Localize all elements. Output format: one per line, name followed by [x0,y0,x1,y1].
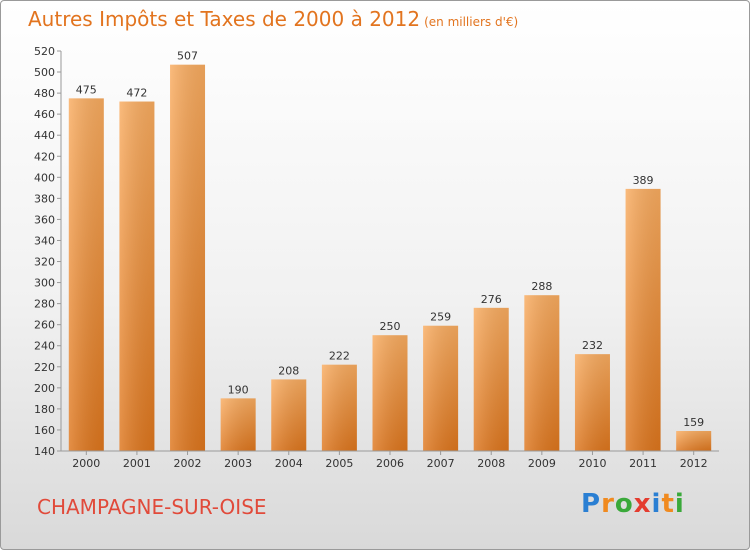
value-label: 250 [380,320,401,333]
x-axis: 2000 2001 2002 2003 2004 2005 2006 2007 2008 2009… [61,450,719,470]
y-tick-label: 440 [34,129,55,142]
bar-shade [119,101,155,452]
y-axis: 140 160 180 200 220 240 260 280 300 320 340 360 380 4… [34,45,62,458]
y-tick-label: 300 [34,277,55,290]
x-tick-label: 2009 [528,457,556,470]
y-tick-label: 200 [34,382,55,395]
bar-shade [574,354,610,451]
x-tick-label: 2003 [224,457,252,470]
x-tick-label: 2001 [123,457,151,470]
value-label: 389 [633,174,654,187]
x-tick-label: 2008 [477,457,505,470]
x-tick-label: 2011 [629,457,657,470]
value-label: 232 [582,339,603,352]
y-tick-label: 360 [34,213,55,226]
bar-shade [220,398,256,451]
y-tick-label: 340 [34,234,55,247]
x-tick-label: 2012 [680,457,708,470]
bar-shade [625,188,661,452]
y-tick-label: 380 [34,192,55,205]
value-label: 507 [177,50,198,63]
bar-shade [676,431,712,451]
value-label: 259 [430,311,451,324]
chart-subtitle: (en milliers d'€) [424,15,519,29]
y-tick-label: 160 [34,424,55,437]
value-label: 472 [126,87,147,100]
value-label: 222 [329,350,350,363]
x-tick-label: 2002 [174,457,202,470]
x-tick-label: 2005 [325,457,353,470]
bar-shade [423,325,459,451]
y-tick-label: 220 [34,361,55,374]
value-label: 208 [278,364,299,377]
logo-letter: P [581,489,602,519]
commune-name: CHAMPAGNE-SUR-OISE [37,495,267,519]
logo-letter: o [614,489,634,519]
y-tick-label: 320 [34,256,55,269]
logo-letter: i [674,489,685,519]
value-label: 159 [683,416,704,429]
logo-letter: i [651,489,662,519]
logo-letter: x [633,489,652,519]
logo-letter: t [661,489,675,519]
bar-shade [372,335,408,451]
bar-shade [524,295,560,451]
x-tick-label: 2006 [376,457,404,470]
bar-shade [170,64,206,452]
x-tick-label: 2004 [275,457,303,470]
y-tick-label: 180 [34,403,55,416]
bar-shade [473,307,509,451]
value-label: 475 [76,83,97,96]
proxiti-logo: Proxiti [581,489,685,519]
value-label: 288 [531,280,552,293]
x-tick-label: 2010 [578,457,606,470]
chart-title: Autres Impôts et Taxes de 2000 à 2012 (en… [28,7,518,31]
value-label: 190 [228,383,249,396]
y-tick-label: 260 [34,319,55,332]
y-tick-label: 520 [34,45,55,58]
y-tick-label: 280 [34,298,55,311]
logo-letter: r [601,489,615,519]
value-label: 276 [481,293,502,306]
bars-group: 475 472 507 190 208 222 250 259 276 288 232 389 159 [68,50,712,452]
y-tick-label: 500 [34,66,55,79]
y-tick-label: 420 [34,150,55,163]
bar-shade [321,364,357,451]
y-tick-label: 400 [34,171,55,184]
x-tick-label: 2007 [427,457,455,470]
x-tick-label: 2000 [72,457,100,470]
y-tick-label: 460 [34,108,55,121]
bar-shade [271,379,307,451]
y-tick-label: 140 [34,445,55,458]
chart-title-text: Autres Impôts et Taxes de 2000 à 2012 [28,7,421,31]
bar-shade [68,98,104,452]
y-tick-label: 240 [34,340,55,353]
y-tick-label: 480 [34,87,55,100]
